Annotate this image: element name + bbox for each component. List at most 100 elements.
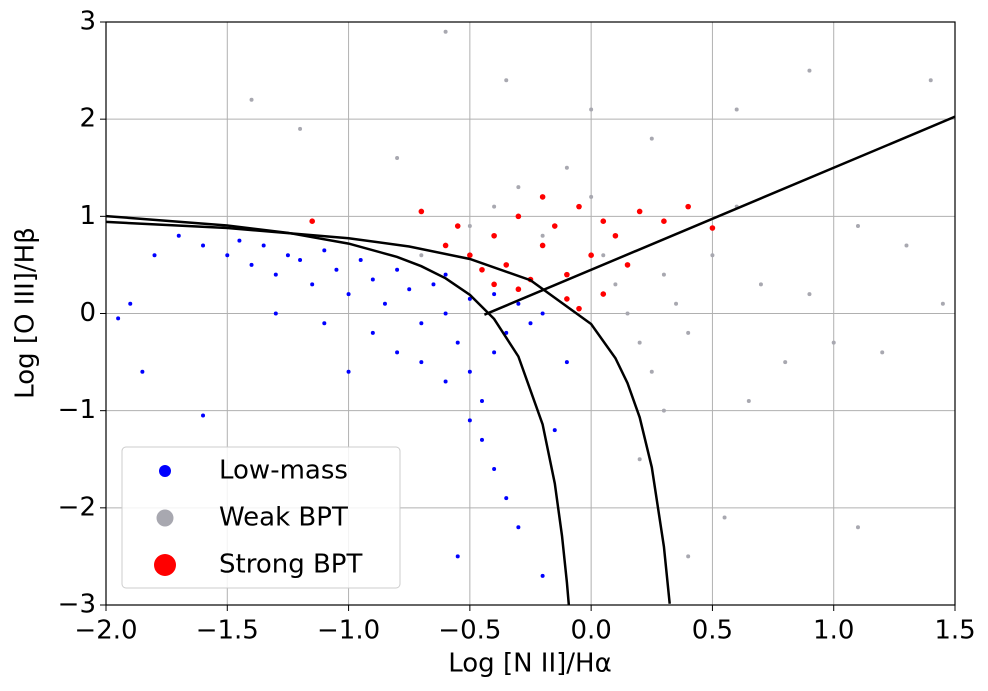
scatter-point xyxy=(625,311,630,316)
scatter-point xyxy=(419,253,424,258)
demarcation-line xyxy=(106,214,571,605)
scatter-point xyxy=(855,224,860,229)
scatter-point xyxy=(504,78,509,83)
scatter-point xyxy=(613,282,618,287)
scatter-point xyxy=(601,253,606,258)
scatter-point xyxy=(746,398,751,403)
legend-label: Low-mass xyxy=(219,456,348,486)
scatter-point xyxy=(419,360,424,365)
scatter-point xyxy=(576,305,582,312)
scatter-point xyxy=(504,496,509,501)
scatter-point xyxy=(661,272,666,277)
legend-marker xyxy=(156,509,174,527)
y-tick-label: 1 xyxy=(79,201,96,231)
scatter-point xyxy=(540,573,545,578)
scatter-point xyxy=(358,258,363,263)
scatter-point xyxy=(637,457,642,462)
scatter-point xyxy=(346,292,351,297)
scatter-point xyxy=(176,233,181,238)
scatter-point xyxy=(807,292,812,297)
x-tick-label: −2.0 xyxy=(74,616,137,646)
scatter-point xyxy=(928,78,933,83)
scatter-point xyxy=(588,252,594,258)
scatter-point xyxy=(649,369,654,374)
scatter-point xyxy=(516,301,521,306)
scatter-point xyxy=(855,525,860,530)
scatter-point xyxy=(540,311,545,316)
scatter-point xyxy=(249,97,254,102)
scatter-point xyxy=(407,287,412,292)
scatter-point xyxy=(528,321,533,326)
scatter-point xyxy=(467,418,472,423)
scatter-point xyxy=(492,204,497,209)
scatter-point xyxy=(491,281,497,288)
scatter-point xyxy=(904,243,909,248)
scatter-point xyxy=(661,408,666,413)
scatter-point xyxy=(551,223,558,229)
scatter-point xyxy=(492,466,497,471)
x-axis-label: Log [N II]/Hα xyxy=(448,649,612,679)
scatter-point xyxy=(624,262,631,268)
scatter-point xyxy=(467,369,472,374)
x-tick-label: −1.0 xyxy=(317,616,380,646)
scatter-point xyxy=(539,242,546,249)
scatter-point xyxy=(831,340,836,345)
y-tick-label: −1 xyxy=(58,395,96,425)
scatter-point xyxy=(612,232,619,239)
scatter-point xyxy=(455,340,460,345)
scatter-point xyxy=(419,321,424,326)
scatter-point xyxy=(443,379,448,384)
scatter-point xyxy=(491,232,497,239)
scatter-point xyxy=(346,369,351,374)
scatter-point xyxy=(880,350,885,355)
scatter-point xyxy=(309,218,315,224)
scatter-point xyxy=(322,248,327,253)
scatter-point xyxy=(576,203,582,210)
x-tick-label: 0.5 xyxy=(692,616,733,646)
scatter-point xyxy=(940,301,945,306)
scatter-point xyxy=(674,301,679,306)
scatter-point xyxy=(455,554,460,559)
scatter-point xyxy=(479,437,484,442)
demarcation-line xyxy=(483,115,955,316)
y-tick-label: −3 xyxy=(58,590,96,620)
scatter-point xyxy=(564,360,569,365)
scatter-point xyxy=(492,350,497,355)
scatter-point xyxy=(637,340,642,345)
scatter-point xyxy=(709,225,716,231)
scatter-point xyxy=(540,233,545,238)
scatter-point xyxy=(734,107,739,112)
scatter-point xyxy=(807,68,812,73)
scatter-point xyxy=(710,253,715,258)
scatter-point xyxy=(589,107,594,112)
scatter-point xyxy=(492,292,497,297)
scatter-point xyxy=(128,301,133,306)
scatter-point xyxy=(152,253,157,258)
scatter-point xyxy=(443,311,448,316)
legend-label: Strong BPT xyxy=(219,550,362,580)
legend-box xyxy=(121,446,401,589)
x-tick-label: 1.0 xyxy=(813,616,854,646)
x-tick-label: 1.5 xyxy=(934,616,975,646)
scatter-point xyxy=(322,321,327,326)
y-tick-label: 0 xyxy=(79,298,96,328)
scatter-point xyxy=(515,286,522,293)
x-tick-label: 0.0 xyxy=(570,616,611,646)
scatter-point xyxy=(395,156,400,161)
y-axis-label: Log [O III]/Hβ xyxy=(11,227,41,399)
scatter-point xyxy=(310,282,315,287)
scatter-point xyxy=(443,272,448,277)
scatter-point xyxy=(418,208,425,215)
scatter-point xyxy=(116,316,121,321)
scatter-point xyxy=(564,165,569,170)
scatter-point xyxy=(298,126,303,131)
scatter-point xyxy=(783,360,788,365)
legend-marker xyxy=(159,465,171,477)
scatter-point xyxy=(479,266,485,273)
y-tick-label: 3 xyxy=(79,7,96,37)
legend-marker xyxy=(154,554,176,576)
scatter-point xyxy=(564,296,570,302)
scatter-point xyxy=(237,238,242,243)
demarcation-line xyxy=(106,220,671,604)
